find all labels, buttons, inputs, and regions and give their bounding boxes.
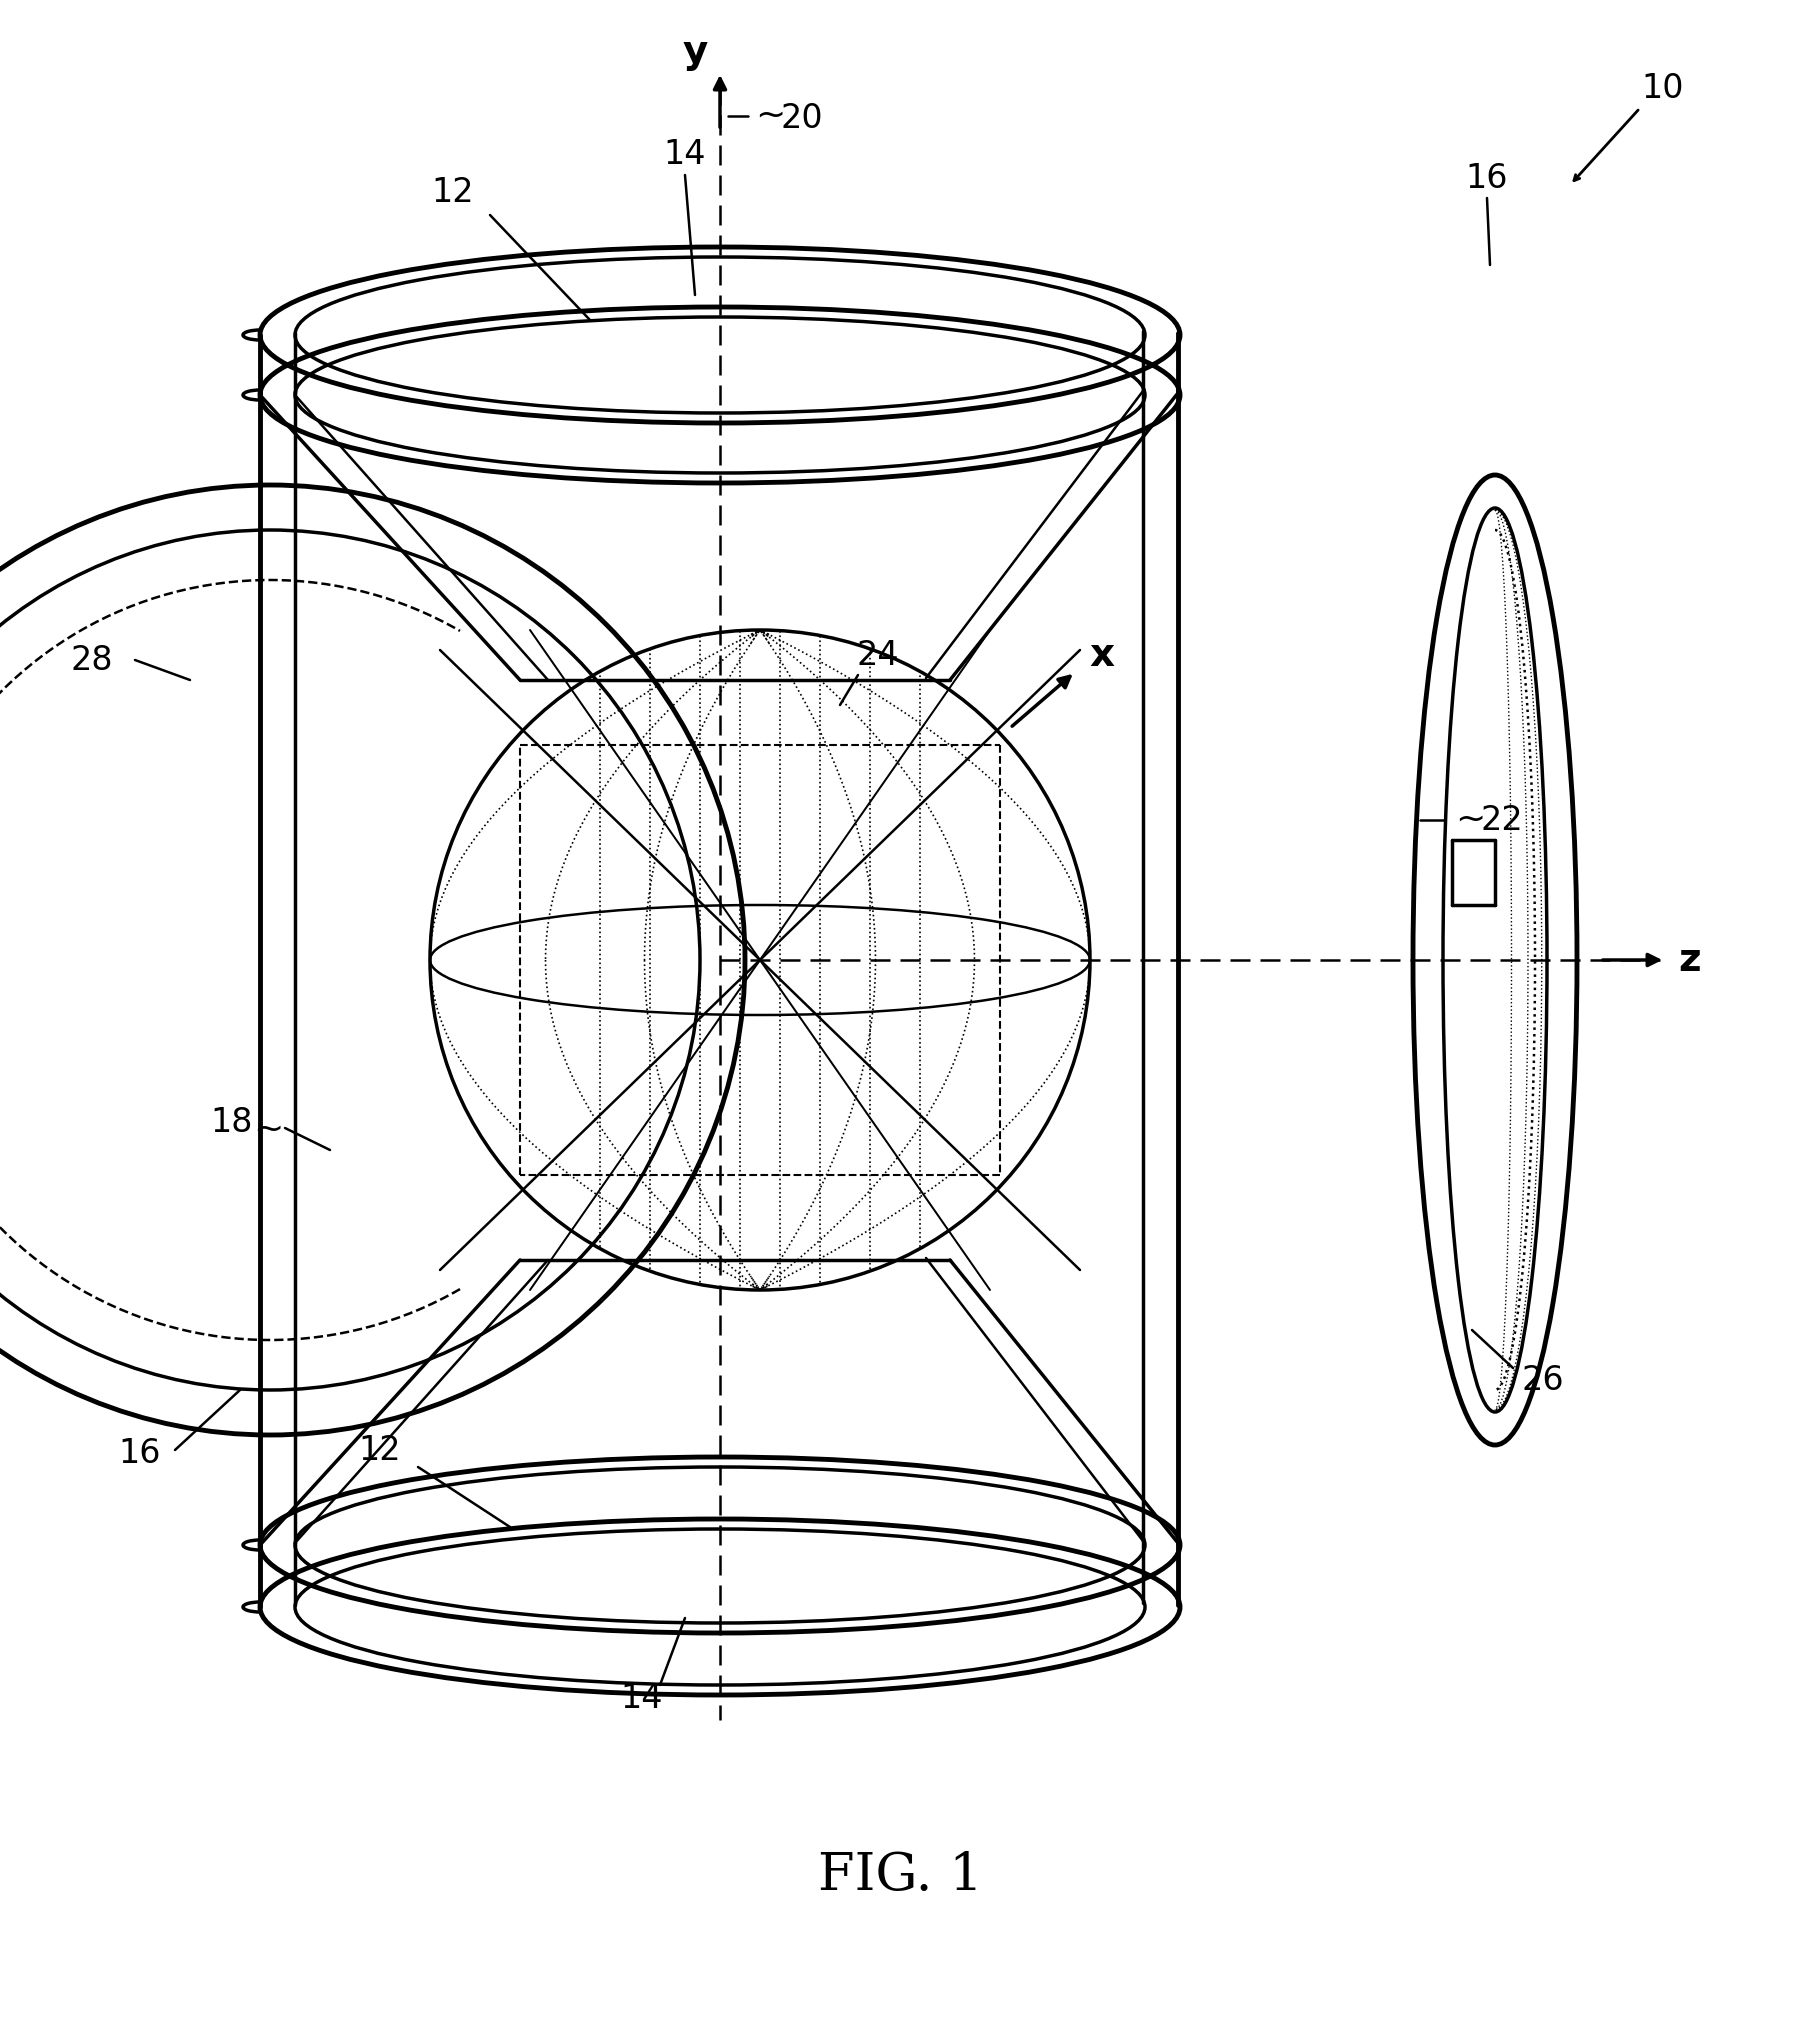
Text: ~: ~ — [1455, 803, 1486, 837]
Text: z: z — [1679, 941, 1702, 978]
Text: 24: 24 — [856, 639, 900, 672]
Text: 10: 10 — [1643, 71, 1684, 104]
Text: 14: 14 — [664, 139, 707, 172]
Text: ~: ~ — [252, 1113, 283, 1148]
Text: 12: 12 — [359, 1433, 402, 1466]
Text: ~: ~ — [755, 98, 784, 133]
Text: 26: 26 — [1522, 1364, 1565, 1397]
Text: 28: 28 — [70, 643, 114, 676]
Text: y: y — [682, 33, 709, 71]
Text: 18: 18 — [211, 1105, 252, 1139]
Text: 16: 16 — [1466, 161, 1509, 194]
Text: 20: 20 — [781, 102, 824, 135]
Text: x: x — [1089, 635, 1114, 674]
Text: 12: 12 — [431, 176, 474, 208]
Text: 16: 16 — [119, 1436, 160, 1470]
Text: FIG. 1: FIG. 1 — [817, 1850, 983, 1901]
Text: 22: 22 — [1480, 803, 1524, 837]
Text: 14: 14 — [620, 1681, 664, 1715]
